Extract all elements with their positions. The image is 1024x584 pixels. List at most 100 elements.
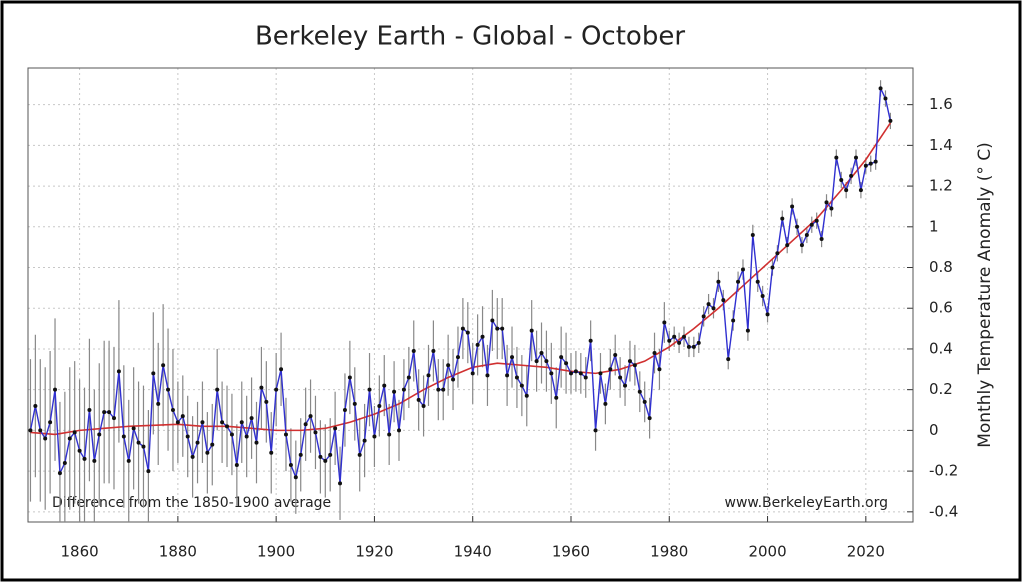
x-tick-label: 1880 [159,543,197,561]
data-point [451,377,456,382]
data-point [274,387,279,392]
data-point [190,454,195,459]
data-point [662,320,667,325]
data-point [372,434,377,439]
data-point [755,279,760,284]
data-point [760,294,765,299]
data-point [711,306,716,311]
x-tick-label: 1900 [257,543,295,561]
y-tick-label: 1.4 [929,136,953,154]
x-tick-label: 2000 [748,543,786,561]
data-point [539,351,544,356]
data-point [657,367,662,372]
data-point [342,408,347,413]
y-axis-label: Monthly Temperature Anomaly (° C) [975,142,995,448]
data-point [750,232,755,237]
x-tick-label: 1980 [650,543,688,561]
data-point [210,442,215,447]
data-point [313,430,318,435]
data-point [121,434,126,439]
data-point [510,355,515,360]
data-point [490,318,495,323]
data-point [878,86,883,91]
data-point [48,420,53,425]
data-point [151,371,156,376]
data-point [544,359,549,364]
data-point [642,399,647,404]
data-point [82,456,87,461]
plot-frame [27,67,914,523]
data-point [799,243,804,248]
x-tick-label: 1860 [61,543,99,561]
data-point [780,216,785,221]
data-point [357,452,362,457]
data-point [28,428,33,433]
data-point [406,375,411,380]
data-point [573,369,578,374]
data-point [554,395,559,400]
data-point [215,387,220,392]
data-point [131,426,136,431]
data-point [436,387,441,392]
data-point [495,326,500,331]
data-point [77,448,82,453]
x-tick-label: 1960 [552,543,590,561]
data-point [819,237,824,242]
data-point [460,326,465,331]
data-point [166,387,171,392]
data-point [475,342,480,347]
data-point [288,462,293,467]
data-point [731,318,736,323]
data-point [485,373,490,378]
data-point [446,363,451,368]
y-tick-label: 0.8 [929,258,953,276]
data-point [529,328,534,333]
data-point [92,458,97,463]
data-point [682,334,687,339]
data-point [795,224,800,229]
data-point [141,444,146,449]
data-point [770,265,775,270]
y-tick-label: 0.2 [929,380,953,398]
data-point [102,410,107,415]
data-point [175,420,180,425]
data-point [431,348,436,353]
data-point [632,363,637,368]
data-point [107,410,112,415]
y-tick-label: 0.4 [929,339,953,357]
data-point [338,481,343,486]
data-point [726,357,731,362]
data-point [382,383,387,388]
data-point [205,450,210,455]
data-point [303,422,308,427]
y-tick-label: 0.6 [929,299,953,317]
data-point [156,401,161,406]
data-point [829,206,834,211]
data-point [244,434,249,439]
data-point [883,96,888,101]
data-point [57,471,62,476]
data-point [888,118,893,123]
data-point [367,387,372,392]
data-point [229,432,234,437]
data-point [863,163,868,168]
y-tick-label: 1 [929,217,939,235]
data-point [416,397,421,402]
y-tick-label: -0.2 [929,462,958,480]
data-point [672,334,677,339]
data-point [809,222,814,227]
data-point [701,314,706,319]
data-point [765,312,770,317]
data-point [519,383,524,388]
data-point [220,420,225,425]
data-point [279,367,284,372]
data-point [839,177,844,182]
data-point [43,436,48,441]
data-point [38,428,43,433]
data-point [308,414,313,419]
data-point [72,430,77,435]
data-point [667,338,672,343]
data-point [97,432,102,437]
data-point [873,159,878,164]
